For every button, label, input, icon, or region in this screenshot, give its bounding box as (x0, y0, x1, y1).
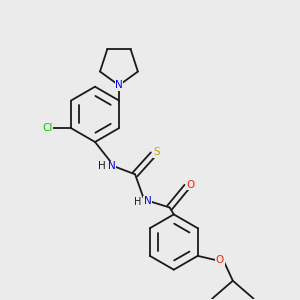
Text: H: H (98, 161, 106, 171)
Text: Cl: Cl (42, 123, 53, 133)
Text: O: O (216, 255, 224, 265)
Text: S: S (153, 147, 160, 157)
Text: H: H (134, 197, 142, 207)
Text: N: N (108, 161, 116, 171)
Text: N: N (144, 196, 152, 206)
Text: O: O (187, 180, 195, 190)
Text: N: N (115, 80, 123, 90)
